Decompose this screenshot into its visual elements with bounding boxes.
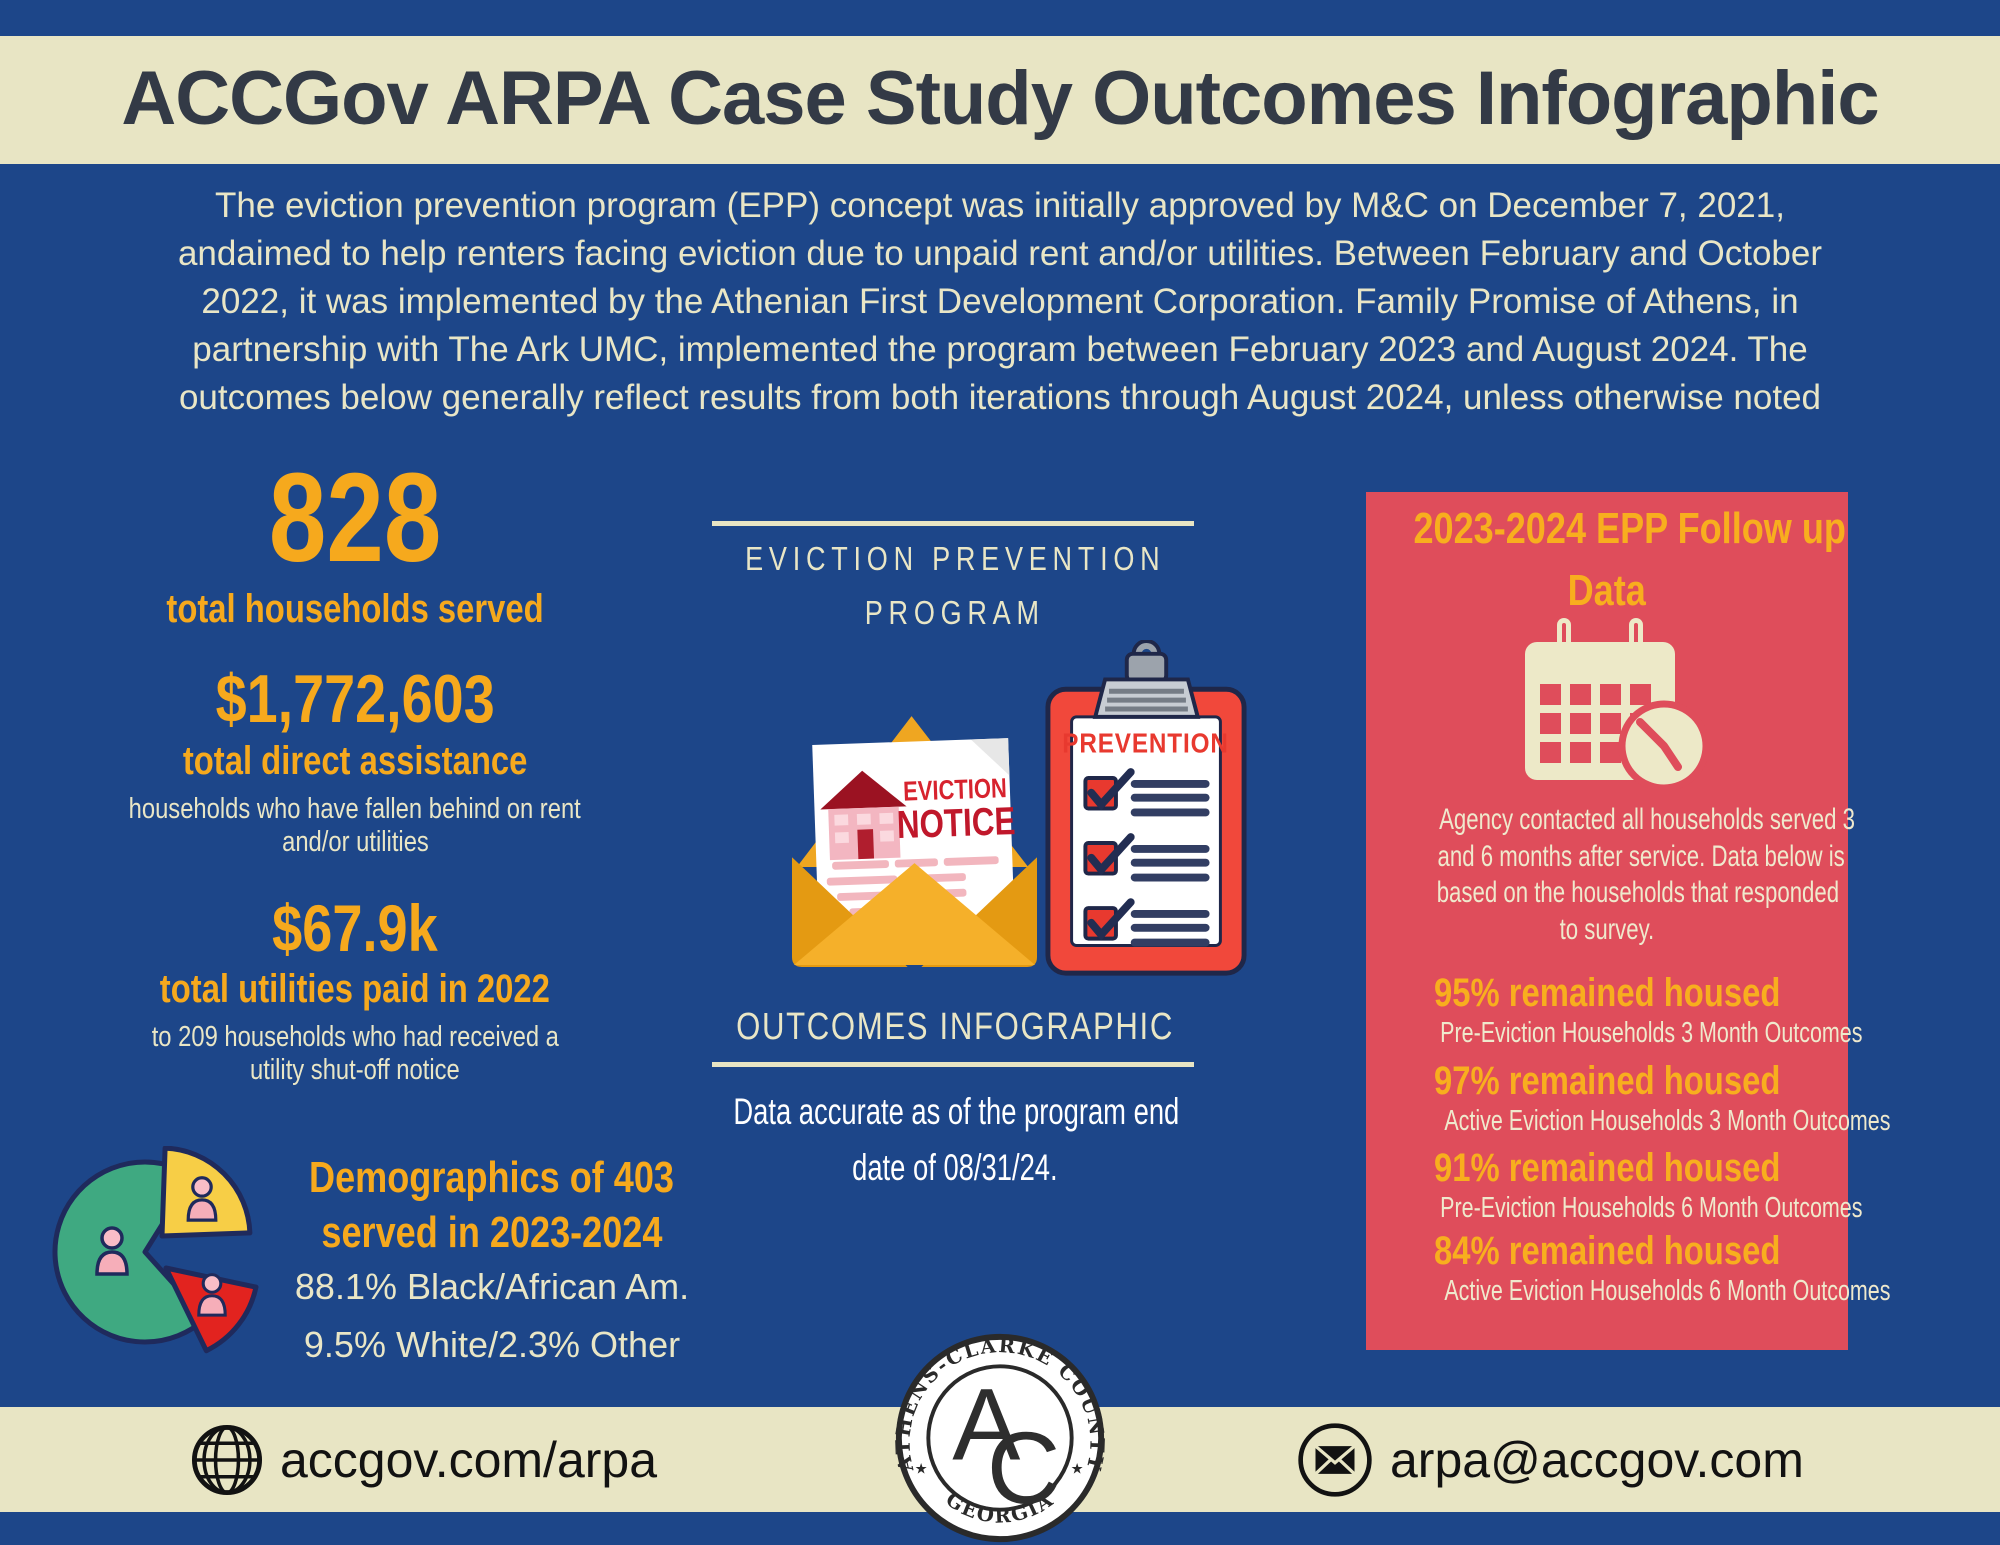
data-accuracy-note: Data accurate as of the program end date… bbox=[733, 1091, 1180, 1188]
page-title: ACCGov ARPA Case Study Outcomes Infograp… bbox=[121, 56, 1879, 141]
prevention-title: PREVENTION bbox=[1062, 727, 1229, 759]
stat-value: 828 bbox=[268, 447, 442, 588]
program-heading: EVICTION PREVENTION bbox=[744, 540, 1166, 577]
intro-line: outcomes below generally reflect results… bbox=[178, 378, 1822, 417]
notice-text: NOTICE bbox=[896, 799, 1016, 847]
intro-line: andaimed to help renters facing eviction… bbox=[177, 234, 1823, 273]
envelope-front-center bbox=[793, 863, 1036, 965]
stat-label: total utilities paid in 2022 bbox=[159, 966, 551, 1011]
intro-paragraph: The eviction prevention program (EPP) co… bbox=[0, 182, 2000, 422]
seal-star-left: ★ bbox=[915, 1461, 928, 1477]
email-icon bbox=[1298, 1422, 1372, 1497]
stat-direct-assistance: $1,772,603 total direct assistance house… bbox=[40, 664, 670, 860]
eviction-text: EVICTION bbox=[903, 774, 1008, 807]
email-link[interactable]: arpa@accgov.com bbox=[1296, 1407, 1804, 1512]
checklist-item bbox=[1083, 833, 1210, 882]
intro-line: partnership with The Ark UMC, implemente… bbox=[192, 330, 1808, 369]
checklist-item bbox=[1083, 898, 1210, 947]
website-url[interactable]: accgov.com/arpa bbox=[280, 1431, 658, 1488]
website-link[interactable]: accgov.com/arpa bbox=[190, 1407, 657, 1512]
stat-label: total households served bbox=[166, 587, 544, 632]
followup-data-panel: 2023-2024 EPP Follow up Data Agency cont… bbox=[1366, 492, 1891, 1350]
stat-label: total direct assistance bbox=[182, 738, 528, 783]
outcomes-subheading: OUTCOMES INFOGRAPHIC bbox=[736, 1006, 1174, 1048]
eviction-notice-envelope-icon: EVICTION NOTICE bbox=[792, 716, 1037, 967]
envelope-front-left bbox=[792, 857, 908, 967]
clipboard-clip bbox=[1092, 640, 1201, 719]
program-heading: PROGRAM bbox=[864, 594, 1045, 631]
demographics-stat: 88.1% Black/African Am. bbox=[294, 1266, 690, 1307]
demographics-title: served in 2023-2024 bbox=[321, 1208, 663, 1257]
clock-hands bbox=[1636, 718, 1682, 771]
demographics-text: Demographics of 403 served in 2023-2024 … bbox=[262, 1150, 722, 1366]
calendar-clock-icon bbox=[1525, 618, 1707, 790]
divider-line bbox=[712, 1062, 1194, 1067]
calendar-grid bbox=[1540, 684, 1651, 763]
followup-title: Data bbox=[1567, 566, 1647, 615]
globe-icon bbox=[191, 1424, 263, 1495]
checklist-item bbox=[1083, 768, 1210, 817]
header-band: ACCGov ARPA Case Study Outcomes Infograp… bbox=[0, 36, 2000, 164]
stat-note: households who have fallen behind on ren… bbox=[128, 792, 582, 859]
stat-value: $67.9k bbox=[272, 891, 438, 965]
demographics-title: Demographics of 403 bbox=[309, 1153, 675, 1202]
seal-monogram-c: C bbox=[987, 1411, 1061, 1525]
intro-line: 2022, it was implemented by the Athenian… bbox=[201, 282, 1799, 321]
person-icon bbox=[95, 1226, 129, 1276]
stat-utilities-paid: $67.9k total utilities paid in 2022 to 2… bbox=[40, 894, 670, 1088]
outcome-stat: 95% remained housed Pre-Eviction Househo… bbox=[1433, 971, 1863, 1049]
followup-title: 2023-2024 EPP Follow up bbox=[1413, 504, 1846, 553]
demographics-stat: 9.5% White/2.3% Other bbox=[303, 1324, 681, 1365]
intro-line: The eviction prevention program (EPP) co… bbox=[215, 186, 1785, 225]
athens-clarke-county-seal: ATHENS-CLARKE COUNTY GEORGIA ★ ★ A C bbox=[892, 1334, 1107, 1543]
followup-description: Agency contacted all households served 3… bbox=[1436, 803, 1855, 946]
outcome-stat: 97% remained housed Active Eviction Hous… bbox=[1433, 1059, 1891, 1137]
seal-star-right: ★ bbox=[1071, 1461, 1084, 1477]
divider-line bbox=[712, 521, 1194, 526]
stat-note: to 209 households who had received a uti… bbox=[151, 1020, 559, 1087]
person-icon bbox=[186, 1176, 218, 1222]
stat-total-households: 828 total households served bbox=[40, 452, 670, 633]
prevention-clipboard-icon: PREVENTION bbox=[1045, 640, 1247, 976]
house-icon bbox=[820, 770, 907, 861]
demographics-pie-chart bbox=[52, 1146, 259, 1354]
seal-monogram-a: A bbox=[952, 1368, 1020, 1482]
outcome-stat: 91% remained housed Pre-Eviction Househo… bbox=[1433, 1146, 1863, 1224]
person-icon bbox=[197, 1273, 227, 1317]
outcome-stat: 84% remained housed Active Eviction Hous… bbox=[1433, 1229, 1891, 1307]
email-address[interactable]: arpa@accgov.com bbox=[1390, 1431, 1804, 1488]
stat-value: $1,772,603 bbox=[215, 661, 495, 737]
eviction-illustration: EVICTION NOTICE bbox=[792, 640, 1252, 985]
